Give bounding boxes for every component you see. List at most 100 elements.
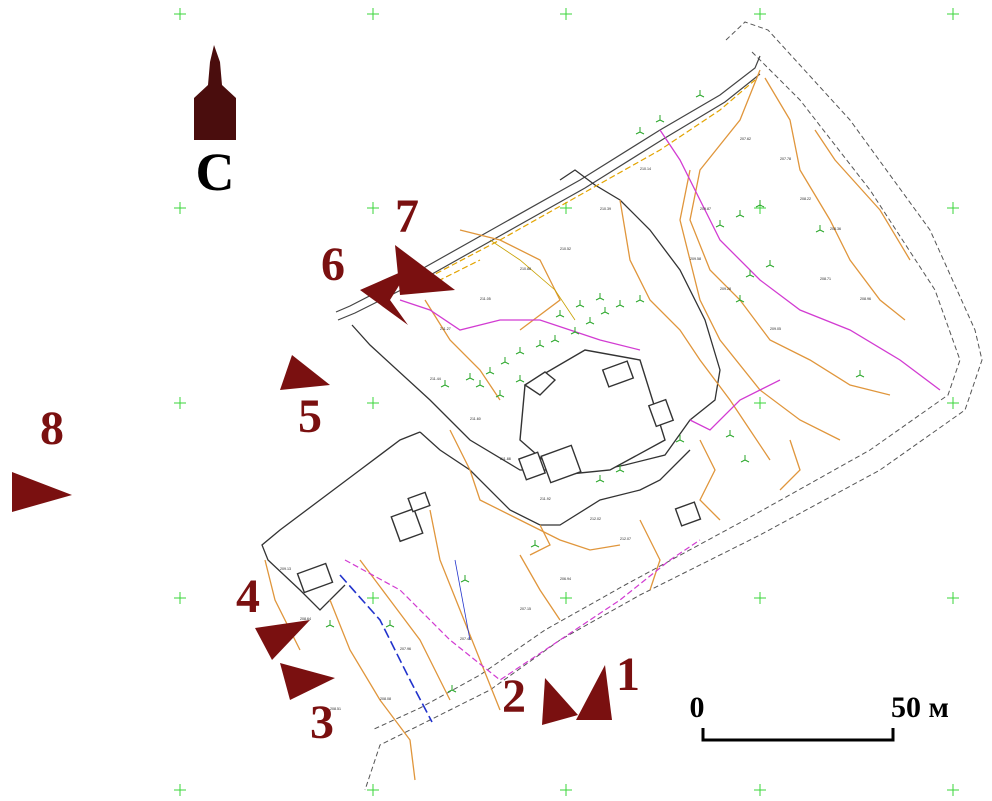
elevation-label: 211.05 (480, 297, 491, 301)
tree-icon (855, 370, 865, 378)
viewpoint-3-label: 3 (310, 696, 334, 749)
grid-cross-icon (947, 202, 959, 214)
elevation-label: 208.96 (860, 297, 871, 301)
elevation-label: 207.62 (740, 137, 751, 141)
tree-icon (575, 300, 585, 308)
tree-icon (635, 295, 645, 303)
elevation-label: 207.44 (460, 637, 471, 641)
grid-cross-icon (947, 592, 959, 604)
viewpoint-markers: 1 2 3 4 5 6 7 8 (12, 190, 640, 749)
scale-end-label: 50 м (891, 691, 949, 724)
viewpoint-7-label: 7 (395, 190, 419, 243)
grid-cross-icon (947, 784, 959, 796)
elevation-label: 212.07 (620, 537, 631, 541)
elevation-label: 208.71 (820, 277, 831, 281)
tree-icon (535, 340, 545, 348)
tree-icon (515, 347, 525, 355)
tree-icon (745, 270, 755, 278)
grid-cross-icon (754, 592, 766, 604)
elevation-label: 209.05 (770, 327, 781, 331)
tree-icon (475, 380, 485, 388)
elevation-label: 208.51 (330, 707, 341, 711)
elevation-label: 208.64 (300, 617, 311, 621)
elevation-label: 208.36 (830, 227, 841, 231)
elevation-label: 210.52 (560, 247, 571, 251)
tree-icon (815, 225, 825, 233)
viewpoint-3-arrow-icon (280, 663, 335, 700)
main-building (517, 349, 675, 484)
tree-icon (515, 375, 525, 383)
elevation-label: 211.92 (540, 497, 551, 501)
tree-icon (765, 260, 775, 268)
utility-lines (339, 79, 756, 723)
tree-icon (495, 390, 505, 398)
tree-icon (735, 295, 745, 303)
viewpoint-6-label: 6 (321, 238, 345, 291)
tree-icon (735, 210, 745, 218)
tree-icon (530, 540, 540, 548)
tree-icon (695, 90, 705, 98)
grid-cross-icon (560, 8, 572, 20)
tree-icon (570, 327, 580, 335)
elevation-label: 210.88 (520, 267, 531, 271)
grid-cross-icon (174, 397, 186, 409)
tree-icon (550, 335, 560, 343)
tree-icon (447, 685, 457, 693)
grid-cross-icon (174, 784, 186, 796)
tree-icon (500, 357, 510, 365)
parcel-boundary (261, 169, 721, 611)
tree-icon (600, 307, 610, 315)
north-arrow-icon (194, 45, 236, 140)
tree-icon (725, 430, 735, 438)
grid-cross-icon (560, 592, 572, 604)
grid-cross-icon (367, 202, 379, 214)
viewpoint-1-label: 1 (616, 648, 640, 701)
grid-cross-icon (367, 784, 379, 796)
elevation-label: 206.94 (560, 577, 571, 581)
tree-icon (585, 317, 595, 325)
tree-icon (595, 293, 605, 301)
tree-icon (655, 115, 665, 123)
elevation-label: 209.58 (690, 257, 701, 261)
viewpoint-1-arrow-icon (576, 665, 612, 720)
grid-cross-icon (560, 784, 572, 796)
grid-cross-icon (754, 397, 766, 409)
viewpoint-4-arrow-icon (255, 620, 310, 660)
north-label: С (196, 142, 235, 202)
grid-cross-icon (174, 8, 186, 20)
tree-icon (595, 475, 605, 483)
small-buildings (296, 491, 702, 594)
tree-icon (325, 620, 335, 628)
tree-icon (485, 367, 495, 375)
viewpoint-4-label: 4 (236, 570, 260, 623)
tree-icon (460, 575, 470, 583)
grid-cross-icon (560, 202, 572, 214)
elevation-label: 209.28 (720, 287, 731, 291)
elevation-label: 207.78 (780, 157, 791, 161)
tree-icon (675, 435, 685, 443)
grid-cross-icon (174, 202, 186, 214)
elevation-labels: 207.62 207.78 208.22 208.36 208.71 208.96 209.… (280, 137, 871, 711)
grid-cross-icon (947, 8, 959, 20)
tree-icon (615, 465, 625, 473)
grid-cross-icon (367, 592, 379, 604)
elevation-label: 207.96 (400, 647, 411, 651)
elevation-label: 210.14 (640, 167, 651, 171)
scale-start-label: 0 (690, 691, 705, 724)
grid-cross-icon (754, 784, 766, 796)
tree-icon (740, 455, 750, 463)
tree-icon (635, 127, 645, 135)
scale-bar: 0 50 м (690, 691, 949, 742)
elevation-label: 211.44 (430, 377, 441, 381)
elevation-label: 208.22 (800, 197, 811, 201)
elevation-label: 211.88 (500, 457, 511, 461)
tree-icon (755, 200, 765, 208)
elevation-label: 210.39 (600, 207, 611, 211)
elevation-label: 211.27 (440, 327, 451, 331)
scale-bar-line (701, 728, 895, 742)
elevation-label: 209.13 (280, 567, 291, 571)
trees (325, 90, 865, 693)
grid-cross-icon (367, 397, 379, 409)
viewpoint-5-arrow-icon (280, 355, 330, 390)
